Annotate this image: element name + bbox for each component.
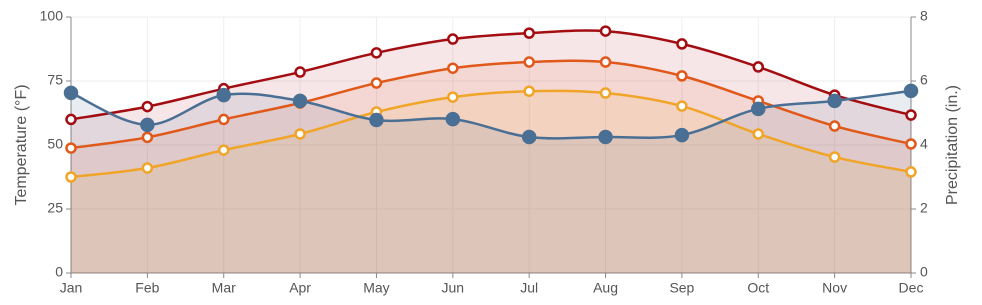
y2-tick-label: 8 bbox=[920, 8, 928, 24]
temp-point bbox=[217, 113, 230, 126]
temp-point bbox=[65, 142, 77, 154]
x-tick-label: Apr bbox=[289, 280, 311, 296]
precip-point bbox=[903, 83, 919, 99]
y2-tick-label: 4 bbox=[920, 136, 928, 152]
line bbox=[70, 89, 912, 179]
temp-point bbox=[217, 144, 230, 156]
x-tick-label: May bbox=[363, 280, 389, 296]
temp-point bbox=[141, 131, 154, 144]
y-tick-label: 0 bbox=[55, 264, 63, 280]
precip-point bbox=[674, 127, 690, 143]
x-tick-label: Dec bbox=[899, 280, 924, 296]
precip-point bbox=[598, 129, 613, 145]
temp-point bbox=[523, 85, 535, 97]
line bbox=[70, 59, 912, 150]
precip-point bbox=[369, 112, 384, 128]
temp-point bbox=[447, 33, 459, 45]
precip-point bbox=[292, 93, 308, 109]
y-tick-label: 100 bbox=[40, 8, 64, 24]
x-tick-label: Jan bbox=[60, 280, 83, 296]
temp-point bbox=[905, 166, 917, 178]
temp-point bbox=[676, 70, 688, 82]
temp-point bbox=[447, 91, 459, 103]
temp-point bbox=[523, 56, 535, 68]
precip-point bbox=[827, 93, 842, 109]
temp-point bbox=[65, 171, 77, 183]
precip-point bbox=[140, 117, 155, 133]
precip-point bbox=[521, 129, 537, 145]
y2-tick-label: 0 bbox=[920, 264, 928, 280]
temp-point bbox=[523, 27, 535, 39]
area bbox=[71, 90, 911, 273]
x-tick-label: Mar bbox=[212, 280, 236, 296]
y-axis-label: Temperature (°F) bbox=[13, 84, 30, 205]
y2-tick-label: 2 bbox=[920, 200, 928, 216]
x-tick-label: Oct bbox=[747, 280, 769, 296]
temp-point bbox=[141, 100, 154, 113]
line bbox=[70, 29, 912, 121]
temp-point bbox=[599, 56, 612, 68]
x-tick-label: Jun bbox=[442, 280, 465, 296]
precip-point bbox=[63, 85, 79, 101]
temp-point bbox=[905, 138, 917, 150]
temp-point bbox=[447, 62, 459, 74]
area bbox=[71, 60, 911, 273]
temp-point bbox=[294, 128, 306, 140]
temp-point bbox=[828, 120, 841, 132]
y2-axis-label: Precipitation (in.) bbox=[944, 85, 961, 205]
y-tick-label: 75 bbox=[47, 72, 63, 88]
temp-point bbox=[141, 162, 154, 174]
temp-point bbox=[65, 113, 77, 126]
x-tick-label: Sep bbox=[669, 280, 694, 296]
temp-point bbox=[370, 77, 383, 89]
y2-tick-label: 6 bbox=[920, 72, 928, 88]
area bbox=[71, 30, 911, 273]
temp-point bbox=[676, 38, 688, 50]
precip-point bbox=[445, 111, 461, 127]
temp-point bbox=[294, 66, 306, 78]
temp-point bbox=[599, 25, 612, 37]
temp-point bbox=[599, 87, 612, 99]
temp-point bbox=[828, 151, 841, 163]
precip-point bbox=[751, 101, 766, 117]
temp-point bbox=[752, 61, 765, 73]
x-tick-label: Nov bbox=[822, 280, 847, 296]
y-tick-label: 25 bbox=[47, 200, 63, 216]
x-tick-label: Jul bbox=[520, 280, 538, 296]
temp-point bbox=[752, 128, 765, 140]
area bbox=[71, 90, 911, 273]
x-tick-label: Aug bbox=[593, 280, 618, 296]
temp-point bbox=[370, 47, 383, 59]
temp-point bbox=[676, 100, 688, 112]
x-tick-label: Feb bbox=[135, 280, 159, 296]
y-tick-label: 50 bbox=[47, 136, 63, 152]
temp-point bbox=[905, 109, 917, 121]
precip-point bbox=[216, 87, 231, 103]
